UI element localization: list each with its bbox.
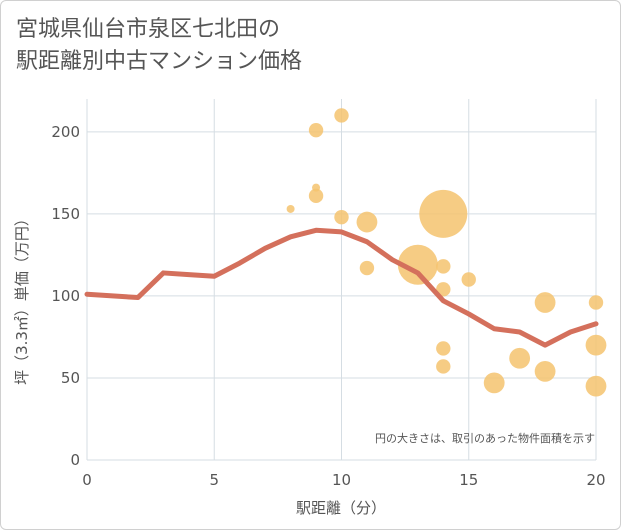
y-axis-label: 坪（3.3㎡）単価（万円） <box>13 211 31 385</box>
bubble <box>585 375 607 397</box>
chart-title-line-1: 宮城県仙台市泉区七北田の <box>16 17 281 42</box>
x-tick-label: 5 <box>209 471 219 489</box>
bubble <box>483 372 505 394</box>
bubble <box>436 282 451 297</box>
x-tick-label: 0 <box>82 471 92 489</box>
y-tick-label: 200 <box>51 123 80 141</box>
bubble <box>588 295 604 310</box>
trend-line-group <box>84 227 599 348</box>
bubble <box>356 211 378 233</box>
chart-title: 宮城県仙台市泉区七北田の 駅距離別中古マンション価格 <box>16 14 302 78</box>
bubble <box>461 272 476 287</box>
grid <box>86 99 597 461</box>
bubble <box>397 244 438 285</box>
chart-title-line-2: 駅距離別中古マンション価格 <box>16 49 303 74</box>
bubble <box>334 209 349 225</box>
bubble <box>534 360 556 382</box>
x-tick-label: 15 <box>459 471 478 489</box>
x-tick-label: 20 <box>586 471 605 489</box>
y-tick-label: 100 <box>51 287 80 305</box>
bubbles <box>286 108 607 397</box>
bubble <box>359 260 375 276</box>
bubble <box>436 259 451 274</box>
y-tick-label: 50 <box>61 369 80 387</box>
bubble <box>419 189 468 238</box>
bubble <box>585 334 607 356</box>
x-tick-label: 10 <box>332 471 351 489</box>
bubble <box>308 122 324 138</box>
bubble <box>334 108 349 123</box>
bubble <box>312 183 321 192</box>
x-axis-label: 駅距離（分） <box>296 499 386 517</box>
bubble <box>509 347 531 369</box>
y-tick-label: 150 <box>51 205 80 223</box>
bubble <box>436 341 451 356</box>
bubble <box>286 204 295 213</box>
y-tick-label: 0 <box>70 451 80 469</box>
bubble <box>534 292 556 313</box>
bubble <box>308 188 324 204</box>
bubble <box>436 359 451 374</box>
size-note: 円の大きさは、取引のあった物件面積を示す <box>375 431 595 445</box>
trend-line <box>84 227 599 348</box>
